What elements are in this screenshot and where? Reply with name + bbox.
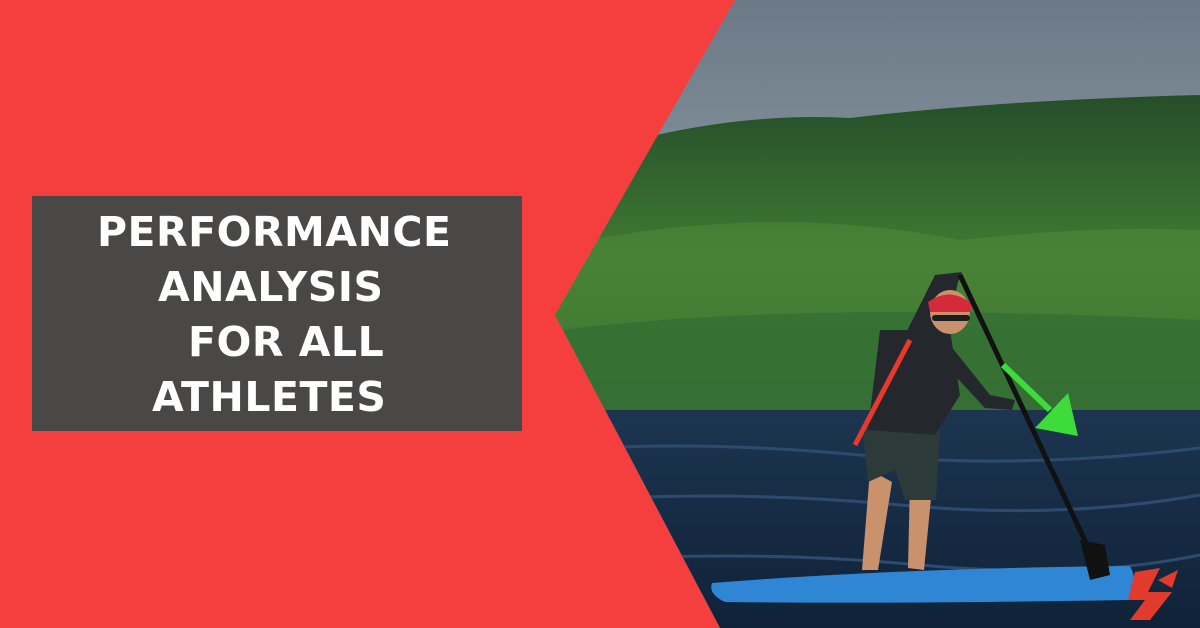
stroke-direction-arrow bbox=[1000, 362, 1078, 436]
paddle-board bbox=[711, 566, 1135, 603]
headline-line-4: ATHLETES bbox=[152, 373, 387, 421]
headline-line-1: PERFORMANCE bbox=[97, 208, 452, 256]
stroke-line-marker bbox=[852, 338, 913, 447]
headline-box: PERFORMANCE ANALYSIS FOR ALL ATHLETES bbox=[32, 196, 522, 431]
headline-line-2: ANALYSIS bbox=[158, 263, 384, 311]
headline-line-3: FOR ALL bbox=[188, 318, 385, 366]
brand-logo bbox=[1128, 568, 1178, 620]
